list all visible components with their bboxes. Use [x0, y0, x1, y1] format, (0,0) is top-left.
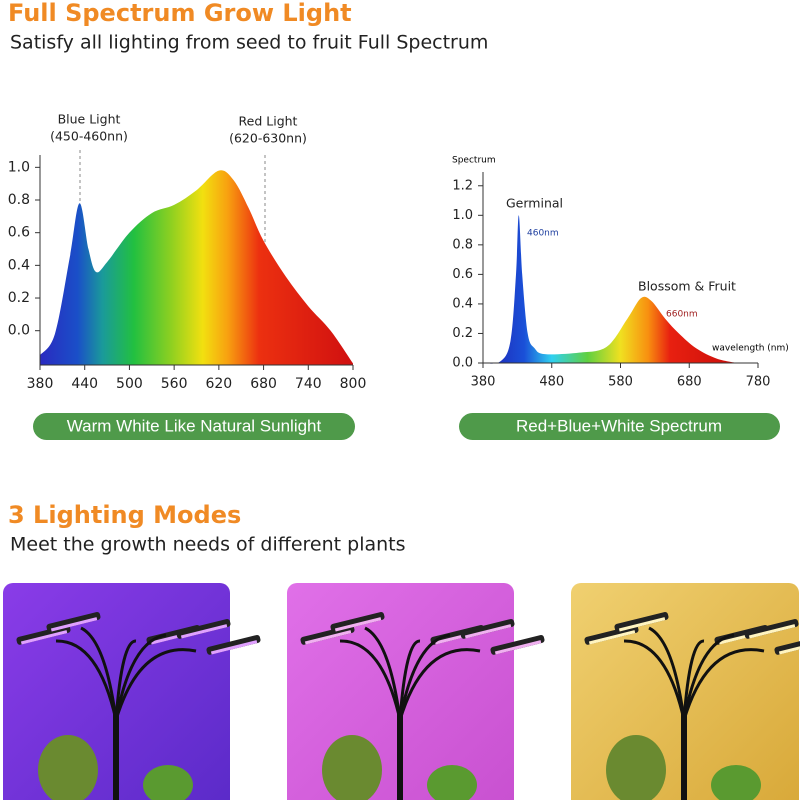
- lamp-arm: [114, 639, 137, 721]
- stand: [397, 710, 403, 800]
- x-tick-label: 800: [340, 376, 367, 392]
- lamp-arm: [364, 626, 402, 721]
- lamp-light: [618, 617, 666, 632]
- plant: [322, 735, 382, 800]
- spectrum-area: [40, 170, 353, 365]
- lamp-light: [20, 630, 68, 645]
- lamp: [300, 611, 545, 800]
- y-tick-label: 0.6: [8, 225, 30, 241]
- caption: Warm White Like Natural Sunlight: [67, 416, 322, 435]
- x-tick-label: 680: [677, 375, 702, 390]
- x-tick-label: 380: [471, 375, 496, 390]
- lamp-arm: [339, 639, 402, 721]
- stand: [681, 710, 687, 800]
- y-tick-label: 0.2: [452, 326, 473, 341]
- annotation: (450-460nn): [50, 129, 128, 144]
- x-tick-label: 560: [161, 376, 188, 392]
- lamp-arm: [682, 648, 765, 721]
- x-tick-label: 440: [71, 376, 98, 392]
- x-tick-label: 620: [205, 376, 232, 392]
- y-tick-label: 1.0: [452, 208, 473, 223]
- section-subtitle: Meet the growth needs of different plant…: [10, 534, 406, 556]
- x-tick-label: 780: [746, 375, 771, 390]
- lamp-arm: [55, 639, 118, 721]
- annotation: Blue Light: [58, 112, 121, 127]
- annotation: 460nm: [527, 229, 559, 239]
- lamp: [16, 611, 261, 800]
- lamp-light: [210, 640, 258, 655]
- lamp-light: [180, 624, 228, 639]
- lamp-arm: [114, 633, 167, 721]
- lamp-light: [778, 640, 800, 655]
- y-tick-label: 0.8: [452, 237, 473, 252]
- caption: Red+Blue+White Spectrum: [516, 416, 722, 435]
- annotation: Blossom & Fruit: [638, 279, 736, 294]
- lamp-light: [304, 630, 352, 645]
- section-title: 3 Lighting Modes: [8, 501, 241, 529]
- x-tick-label: 580: [608, 375, 633, 390]
- caption-pill: [459, 413, 780, 440]
- lamp-arm: [648, 626, 686, 721]
- annotation: (620-630nn): [229, 131, 307, 146]
- x-tick-label: 480: [539, 375, 564, 390]
- lamp-light: [464, 624, 512, 639]
- annotation: Red Light: [239, 114, 298, 129]
- y-tick-label: 0.8: [8, 192, 30, 208]
- y-tick-label: 0.4: [452, 296, 473, 311]
- lamp-arm: [398, 639, 421, 721]
- plant: [143, 765, 193, 800]
- x-axis-label: wavelength (nm): [712, 344, 789, 354]
- lamp: [584, 611, 800, 800]
- lamp-arm: [80, 626, 118, 721]
- y-tick-label: 0.0: [8, 323, 30, 339]
- x-tick-label: 680: [250, 376, 277, 392]
- y-tick-label: 0.4: [8, 257, 30, 273]
- y-tick-label: 0.6: [452, 267, 473, 282]
- plant: [711, 765, 761, 800]
- lamp-arm: [398, 633, 451, 721]
- subtitle: Satisfy all lighting from seed to fruit …: [10, 32, 488, 54]
- plant: [427, 765, 477, 800]
- lamp-light: [494, 640, 542, 655]
- y-tick-label: 1.2: [452, 178, 473, 193]
- caption-pill: [33, 413, 355, 440]
- stand: [113, 710, 119, 800]
- lamp-light: [50, 617, 98, 632]
- lamp-arm: [682, 633, 735, 721]
- plant: [38, 735, 98, 800]
- y-tick-label: 1.0: [8, 159, 30, 175]
- lamp-arm: [623, 639, 686, 721]
- y-tick-label: 0.0: [452, 356, 473, 371]
- lamp-arm: [682, 639, 705, 721]
- annotation: 660nm: [666, 310, 698, 320]
- x-tick-label: 740: [295, 376, 322, 392]
- annotation: Germinal: [506, 196, 563, 211]
- lamp-arm: [114, 648, 197, 721]
- lamp-light: [588, 630, 636, 645]
- x-tick-label: 380: [27, 376, 54, 392]
- lamp-arm: [398, 648, 481, 721]
- lamp-light: [334, 617, 382, 632]
- plant: [606, 735, 666, 800]
- y-axis-label: Spectrum: [452, 156, 496, 166]
- title: Full Spectrum Grow Light: [8, 0, 352, 27]
- x-tick-label: 500: [116, 376, 143, 392]
- y-tick-label: 0.2: [8, 290, 30, 306]
- lamp-light: [748, 624, 796, 639]
